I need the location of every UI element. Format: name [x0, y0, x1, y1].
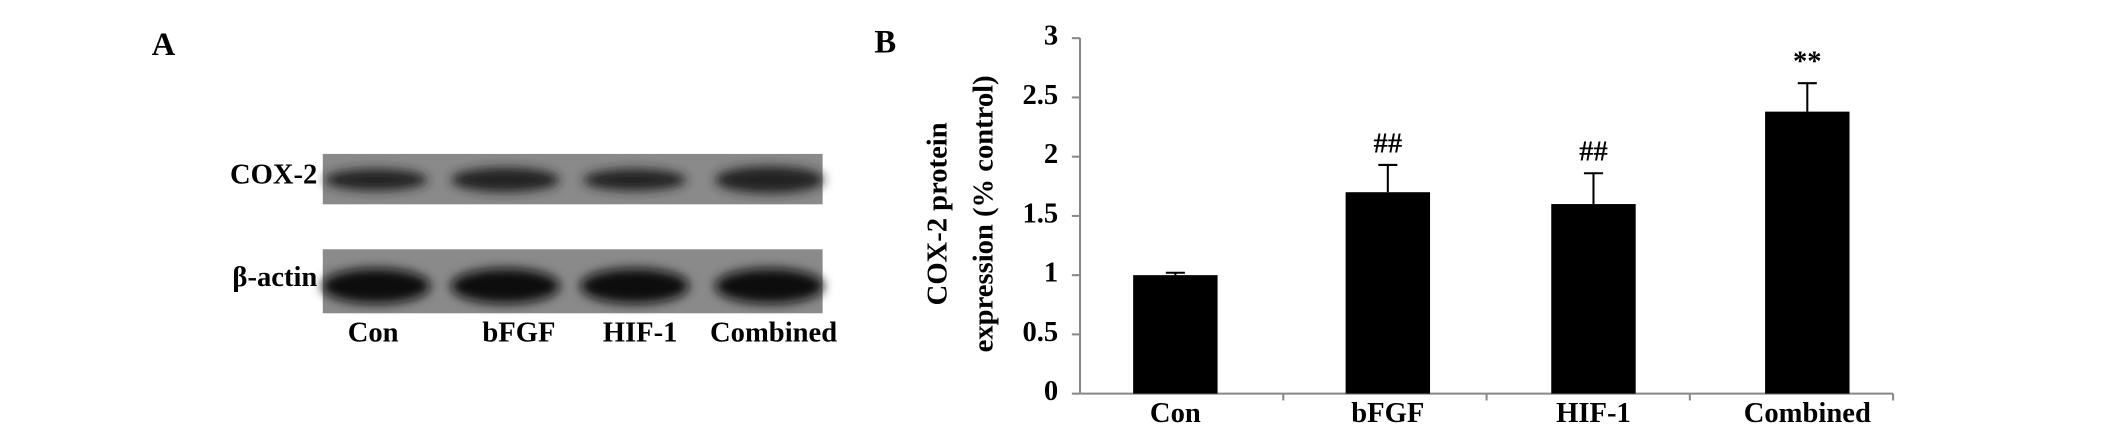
- bar: [1551, 204, 1636, 394]
- bar: [1345, 192, 1431, 394]
- panel-label: A: [152, 27, 176, 63]
- bar: [1133, 275, 1218, 394]
- blot-actin: [321, 249, 824, 314]
- significance-label: ##: [1579, 137, 1608, 168]
- y-tick-label: 1.5: [1022, 198, 1058, 229]
- lane-label: Combined: [710, 318, 837, 349]
- y-tick-label: 2.5: [1022, 80, 1058, 111]
- y-tick-label: 3: [1044, 21, 1058, 52]
- x-tick-label: Combined: [1744, 398, 1871, 425]
- x-tick-label: bFGF: [1351, 398, 1424, 425]
- x-tick-label: HIF-1: [1556, 398, 1631, 425]
- y-tick-label: 0: [1044, 376, 1058, 407]
- significance-label: **: [1793, 47, 1822, 78]
- lane-label: bFGF: [482, 318, 555, 349]
- error-bar: [1797, 82, 1817, 112]
- lane-label: HIF-1: [603, 318, 678, 349]
- error-bar: [1378, 163, 1398, 193]
- y-tick-label: 1: [1044, 258, 1058, 289]
- y-axis-label: expression (% control): [969, 75, 1000, 352]
- y-axis-label: COX-2 protein: [922, 122, 953, 305]
- error-bar: [1583, 172, 1604, 205]
- y-tick-label: 2: [1044, 139, 1058, 170]
- bar: [1765, 111, 1850, 394]
- y-tick-label: 0.5: [1022, 317, 1058, 348]
- row-label: β-actin: [232, 262, 317, 293]
- panel-label: B: [874, 24, 896, 60]
- row-label: COX-2: [230, 160, 317, 191]
- significance-label: ##: [1374, 128, 1403, 159]
- error-bar: [1165, 271, 1185, 276]
- lane-label: Con: [348, 318, 399, 349]
- x-tick-label: Con: [1150, 398, 1201, 425]
- blot-cox2: [322, 153, 824, 205]
